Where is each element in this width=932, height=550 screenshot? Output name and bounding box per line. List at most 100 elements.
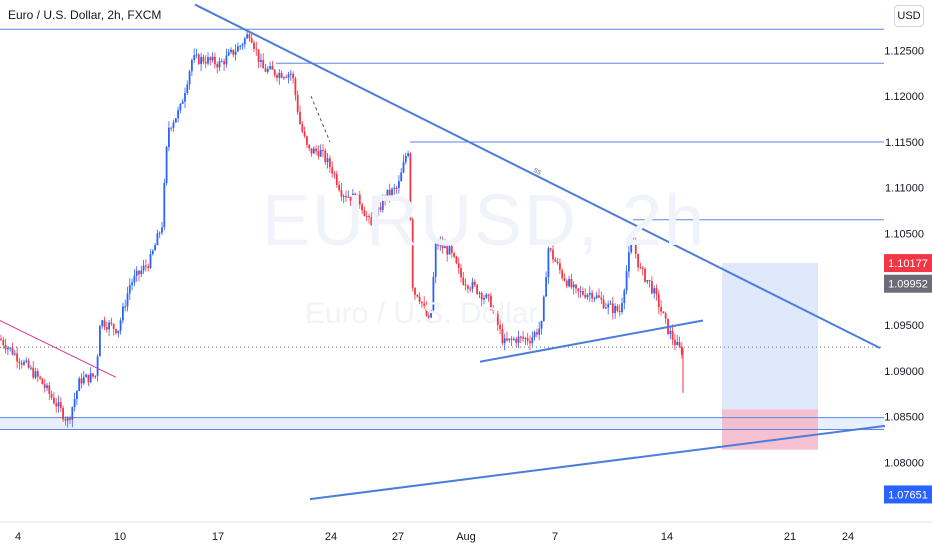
candle	[340, 183, 343, 201]
candle-body	[503, 338, 506, 344]
candle-body	[480, 292, 483, 300]
candle-body	[598, 295, 600, 298]
candle-body	[128, 285, 131, 294]
candle-body	[418, 296, 421, 302]
candle-body	[513, 338, 515, 340]
candle	[331, 161, 334, 178]
candle	[227, 48, 230, 57]
candles	[0, 30, 683, 428]
candle	[361, 202, 363, 214]
candle-body	[184, 93, 186, 102]
candle-body	[177, 110, 179, 119]
candle-body	[347, 196, 350, 198]
candle	[384, 194, 386, 206]
candle-body	[271, 66, 274, 70]
candle-body	[200, 57, 202, 65]
candle	[411, 217, 414, 292]
candle-body	[303, 131, 306, 137]
candle-body	[161, 227, 163, 233]
candle	[414, 287, 416, 300]
candle-body	[53, 397, 55, 404]
candle-body	[584, 294, 587, 298]
candle	[407, 150, 409, 158]
x-tick-label: 14	[661, 531, 673, 543]
candle	[165, 145, 168, 186]
candle-body	[506, 338, 508, 341]
candle-body	[464, 284, 467, 286]
candle	[234, 44, 237, 61]
candle-body	[181, 101, 184, 104]
candle	[379, 202, 382, 212]
candle-body	[94, 375, 97, 377]
candle-body	[478, 292, 481, 294]
y-tick-label: 1.12000	[884, 91, 924, 103]
candle-body	[588, 292, 591, 295]
candle	[55, 397, 58, 413]
candle-body	[131, 282, 133, 286]
candle	[151, 249, 154, 256]
candle-body	[467, 285, 469, 289]
candle	[216, 61, 219, 74]
candle	[448, 244, 451, 255]
candle-body	[46, 385, 48, 388]
candle	[319, 144, 322, 158]
candle	[115, 328, 117, 335]
candle-body	[526, 338, 529, 342]
candle-body	[7, 347, 9, 350]
candle-body	[651, 281, 653, 294]
candle-body	[609, 303, 612, 305]
currency-button[interactable]: USD	[894, 5, 924, 27]
candle	[188, 69, 191, 90]
y-tick-label: 1.12500	[884, 45, 924, 57]
candle-body	[299, 111, 301, 125]
candle-body	[191, 60, 193, 72]
candle-body	[280, 72, 283, 78]
candle-body	[296, 95, 299, 112]
wave-dash	[310, 95, 331, 143]
candle	[43, 379, 46, 393]
candle-body	[674, 339, 676, 345]
candle-body	[490, 295, 492, 310]
candle-body	[538, 328, 541, 335]
candle-body	[591, 292, 593, 299]
candle	[623, 288, 626, 310]
candle	[177, 106, 179, 123]
x-tick-label: 24	[325, 531, 337, 543]
candle	[287, 71, 290, 84]
candle-body	[124, 306, 127, 308]
candle	[0, 334, 2, 341]
candle-body	[11, 347, 14, 355]
candle	[605, 302, 607, 310]
candle	[292, 71, 294, 84]
candle	[276, 73, 278, 82]
candle-body	[135, 270, 138, 276]
candle-body	[241, 44, 244, 46]
trendline-long-rising-support	[309, 424, 886, 501]
candle	[260, 53, 262, 68]
candle-body	[593, 297, 596, 299]
candle-body	[145, 265, 147, 267]
candle-body	[579, 291, 582, 293]
candle-body	[398, 181, 400, 188]
candle	[432, 272, 435, 312]
candle-body	[133, 275, 136, 283]
candle-body	[55, 403, 58, 407]
candle-body	[20, 362, 23, 365]
candle	[372, 223, 375, 233]
candle-body	[2, 339, 5, 346]
candle	[338, 181, 340, 192]
candle-body	[126, 293, 129, 307]
candle	[418, 292, 421, 305]
candle	[352, 189, 354, 201]
candle	[565, 279, 568, 289]
candle	[345, 190, 347, 202]
candle	[82, 370, 85, 386]
candle-body	[197, 54, 200, 65]
candle	[32, 360, 35, 380]
candle	[469, 286, 472, 293]
candle	[195, 48, 198, 59]
candle	[460, 264, 462, 283]
candle-body	[232, 49, 235, 55]
candle-body	[400, 172, 403, 182]
